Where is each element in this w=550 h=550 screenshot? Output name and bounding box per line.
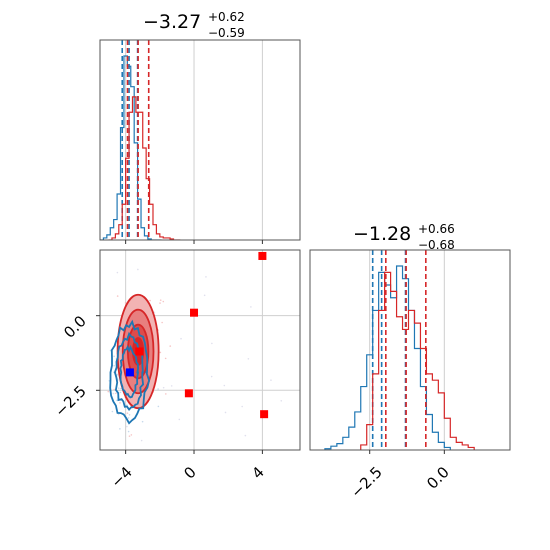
x-tick-label: 0: [180, 463, 199, 482]
x-tick-label: 0.0: [423, 463, 453, 493]
sample-point: [140, 439, 143, 442]
sample-point: [117, 413, 120, 416]
br-title-sub: −0.68: [418, 238, 455, 252]
sample-point: [127, 430, 130, 433]
sample-point: [270, 379, 272, 381]
sample-point: [210, 375, 213, 378]
sample-point: [224, 411, 227, 414]
sample-point: [178, 418, 181, 421]
blue-marker: [125, 368, 134, 377]
sample-point: [223, 384, 226, 387]
x-tick-label: 4: [248, 463, 267, 482]
bottom-right-panel-title: −1.28 +0.66 −0.68: [353, 222, 455, 252]
blue-contour-level: [119, 344, 140, 399]
sample-point: [157, 388, 159, 390]
blue-contour-level: [113, 331, 145, 412]
sample-point: [117, 387, 120, 389]
sample-point: [247, 357, 250, 360]
sample-point: [161, 321, 163, 324]
sample-point: [128, 414, 131, 416]
plot-frame: [99, 249, 301, 451]
sample-point: [128, 435, 131, 437]
histogram-line: [108, 96, 181, 240]
sample-point: [115, 392, 117, 395]
plot-frame: [99, 39, 301, 241]
top-histogram-panel: [99, 39, 301, 244]
sample-point: [159, 302, 161, 304]
sample-point: [116, 295, 119, 297]
y-tick-label: −2.5: [51, 382, 89, 420]
sample-point: [119, 402, 121, 404]
plot-frame: [309, 249, 511, 451]
sample-point: [130, 434, 133, 436]
bottom-left-contour-panel: [96, 249, 301, 454]
sample-point: [116, 373, 119, 376]
sample-point: [159, 351, 162, 354]
sample-point: [205, 276, 207, 278]
top-panel-title: −3.27 +0.62 −0.59: [143, 10, 245, 40]
sample-point: [119, 391, 122, 394]
sample-point: [113, 388, 115, 391]
br-title-sup: +0.66: [418, 222, 455, 236]
red-marker: [258, 251, 267, 260]
blue-contour-level: [109, 319, 151, 425]
sample-point: [162, 386, 165, 389]
histogram-series-group: [100, 40, 181, 240]
sample-point: [244, 434, 247, 437]
sample-point: [124, 302, 127, 304]
histogram-line: [360, 271, 475, 450]
top-title-sub: −0.59: [208, 26, 245, 40]
x-tick-label: −4: [107, 463, 135, 491]
sample-point: [280, 399, 283, 402]
sample-point: [120, 387, 122, 390]
sample-point: [137, 268, 139, 271]
sample-point: [180, 337, 182, 340]
sample-point: [116, 271, 119, 274]
sample-point: [169, 345, 172, 347]
bottom-right-histogram-panel: [309, 249, 511, 454]
y-tick-label: 0.0: [60, 312, 90, 342]
sample-point: [157, 405, 160, 408]
sample-point: [211, 342, 213, 345]
contour-group: [107, 251, 283, 442]
sample-point: [164, 357, 167, 360]
sample-point: [250, 306, 252, 308]
red-marker: [260, 410, 269, 419]
sample-point: [162, 300, 165, 303]
x-tick-label: −2.5: [347, 463, 385, 501]
sample-point: [113, 355, 115, 358]
red-marker: [184, 389, 193, 398]
top-title-main: −3.27: [143, 11, 201, 33]
sample-point: [126, 404, 128, 406]
histogram-line: [324, 265, 451, 450]
red-marker: [190, 308, 199, 317]
plot-area: [100, 40, 300, 240]
sample-point: [111, 410, 114, 413]
sample-point: [119, 428, 121, 430]
sample-point: [170, 385, 173, 387]
sample-point: [165, 393, 167, 395]
sample-point: [116, 399, 118, 402]
top-title-sup: +0.62: [208, 10, 245, 24]
sample-point: [159, 299, 162, 301]
histogram-series-group: [324, 250, 475, 450]
sample-point: [107, 390, 110, 393]
sample-point: [127, 417, 130, 419]
br-title-main: −1.28: [353, 223, 411, 245]
sample-point: [141, 420, 144, 423]
sample-point: [203, 294, 206, 297]
red-marker: [135, 347, 144, 356]
sample-point: [149, 299, 151, 302]
sample-point: [126, 412, 129, 414]
sample-point: [113, 364, 115, 367]
plot-area: [310, 250, 510, 450]
sample-point: [112, 392, 115, 395]
sample-point: [126, 425, 128, 428]
sample-point: [241, 405, 243, 408]
